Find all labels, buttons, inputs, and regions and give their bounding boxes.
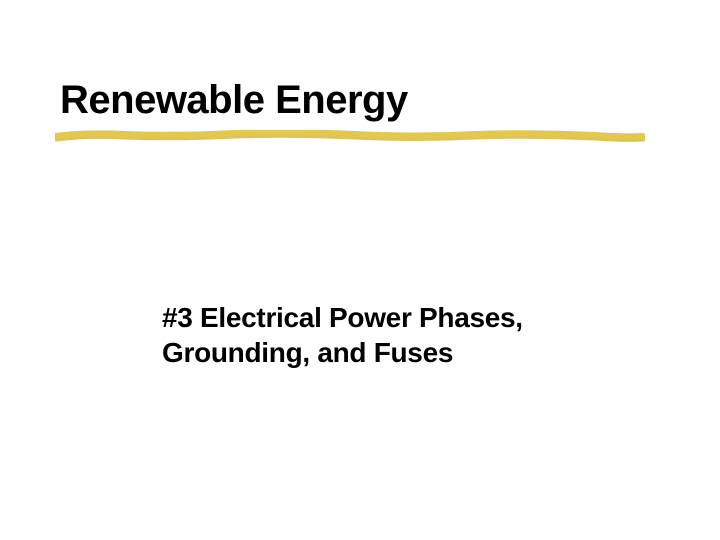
title-underline [55, 130, 645, 144]
slide-subtitle: #3 Electrical Power Phases, Grounding, a… [162, 300, 523, 370]
subtitle-line-2: Grounding, and Fuses [162, 337, 453, 368]
subtitle-line-1: #3 Electrical Power Phases, [162, 302, 523, 333]
slide-container: Renewable Energy #3 Electrical Power Pha… [0, 0, 720, 540]
slide-title: Renewable Energy [60, 78, 408, 123]
